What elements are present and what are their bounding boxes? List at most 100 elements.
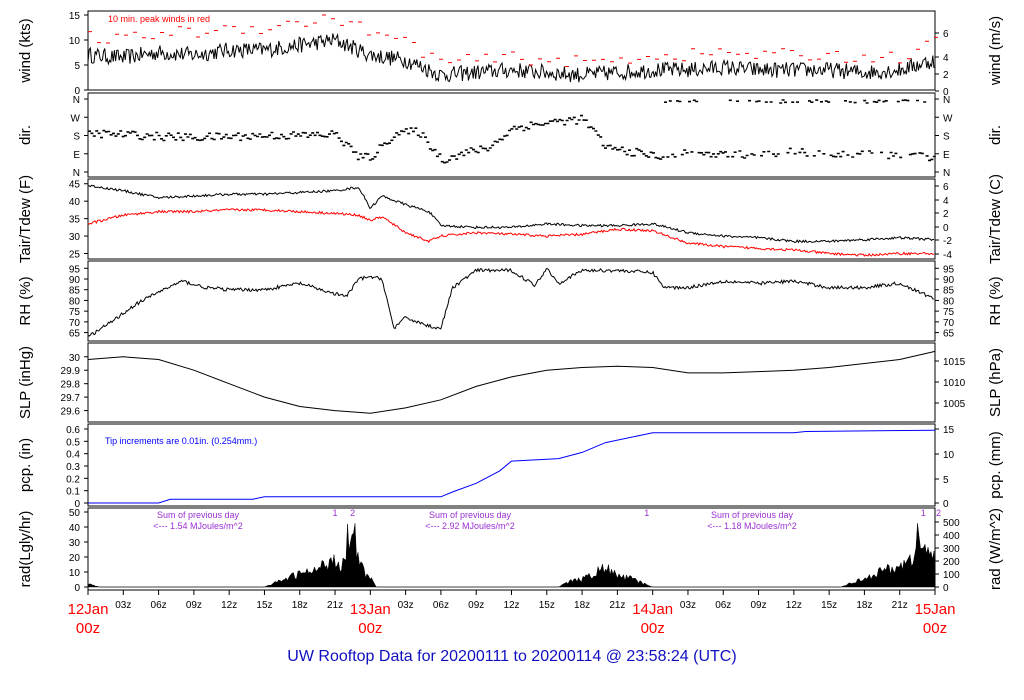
- temperature-tick-label: 25: [69, 250, 81, 261]
- relative_humidity-tick-label: 70: [69, 318, 81, 329]
- radiation-tick-label-right: 500: [943, 518, 960, 529]
- direction-series-dir: [88, 99, 936, 164]
- hour-tick-label: 18z: [292, 600, 308, 611]
- wind-ylabel-right: wind (m/s): [987, 16, 1004, 86]
- precipitation-ylabel-right: pcp. (mm): [987, 431, 1004, 499]
- sea_level_pressure-ylabel-right: SLP (hPa): [987, 348, 1004, 417]
- dir-tick-label-right: E: [943, 150, 950, 161]
- relative_humidity-tick-label-right: 65: [943, 329, 955, 340]
- dir-tick-label: S: [73, 132, 80, 143]
- wind-tick-label-right: 0: [943, 87, 949, 98]
- radiation-sum-line2: <--- 1.54 MJoules/m^2: [153, 521, 243, 531]
- hour-tick-label: 09z: [750, 600, 766, 611]
- relative_humidity-tick-label: 65: [69, 329, 81, 340]
- radiation-peak-marker: 1: [333, 508, 338, 518]
- wind-tick-label-right: 4: [943, 53, 949, 64]
- relative_humidity-tick-label-right: 85: [943, 286, 955, 297]
- direction-ylabel-right: dir.: [987, 125, 1004, 145]
- wind-tick-label: 15: [69, 11, 81, 22]
- dir-tick-label: N: [73, 168, 80, 179]
- dir-tick-label-right: N: [943, 168, 950, 179]
- wind-series-peak: [88, 14, 938, 67]
- radiation-sum-line2: <--- 2.92 MJoules/m^2: [425, 521, 515, 531]
- wind-tick-label: 5: [74, 61, 80, 72]
- temperature-series-Tair: [87, 184, 935, 244]
- hour-tick-label: 18z: [856, 600, 872, 611]
- panel-radiation: rad(Lgly/hr) rad (W/m^2)01020304050010020…: [17, 507, 1004, 594]
- radiation-ylabel-right: rad (W/m^2): [987, 508, 1004, 590]
- radiation-series-radiation: [87, 523, 936, 588]
- direction-ylabel: dir.: [17, 125, 34, 145]
- relative_humidity-ylabel: RH (%): [17, 276, 34, 325]
- relative_humidity-tick-label-right: 75: [943, 307, 955, 318]
- dir-tick-label: E: [73, 150, 80, 161]
- relative_humidity-ylabel-right: RH (%): [987, 276, 1004, 325]
- relative_humidity-tick-label-right: 95: [943, 264, 955, 275]
- wind-tick-label-right: 6: [943, 29, 949, 40]
- temperature-frame: [87, 178, 936, 260]
- radiation-tick-label-right: 100: [943, 570, 960, 581]
- temperature-tick-label: 30: [69, 232, 81, 243]
- panel-wind: wind (kts) wind (m/s) 0 5 10 15 0 2 4 6 10 min. pe…: [17, 10, 1004, 98]
- panel-precipitation: pcp. (in) pcp. (mm)00.10.20.30.40.50.6051…: [17, 423, 1004, 510]
- radiation-tick-label-right: 200: [943, 557, 960, 568]
- time-axis: 03z 06z 09z 12z 15z 18z 21z 03z 06z 09z 12z 15z 18z 2…: [68, 590, 956, 637]
- temperature-series-Tdew: [87, 208, 935, 257]
- wind-ylabel: wind (kts): [17, 18, 34, 83]
- hour-tick-label: 21z: [609, 600, 625, 611]
- temperature-tick-label-right: 2: [943, 209, 949, 220]
- hour-tick-label: 15z: [539, 600, 555, 611]
- temperature-tick-label-right: 4: [943, 196, 949, 207]
- day-date-label: 12Jan: [68, 601, 109, 618]
- precipitation-tick-label: 0.4: [66, 450, 80, 461]
- wind-series-mean: [87, 32, 935, 83]
- sea_level_pressure-tick-label: 30: [69, 353, 81, 364]
- precipitation-tick-label: 0.6: [66, 425, 80, 436]
- radiation-tick-label: 30: [69, 538, 81, 549]
- dir-tick-label-right: N: [943, 95, 950, 106]
- radiation-tick-label: 10: [69, 568, 81, 579]
- panel-sea_level_pressure: SLP (inHg) SLP (hPa) 29.6 29.7 29.8 29.9 30 100…: [17, 342, 1004, 423]
- dir-tick-label: W: [71, 113, 81, 124]
- relative_humidity-tick-label: 85: [69, 286, 81, 297]
- relative_humidity-tick-label-right: 70: [943, 318, 955, 329]
- precipitation-tick-label: 0.2: [66, 474, 80, 485]
- radiation-sum-line2: <--- 1.18 MJoules/m^2: [707, 521, 797, 531]
- sea_level_pressure-ylabel: SLP (inHg): [17, 346, 34, 419]
- sea_level_pressure-frame: [87, 342, 936, 423]
- dir-tick-label-right: S: [943, 132, 950, 143]
- radiation-peak-marker: 1: [644, 508, 649, 518]
- sea_level_pressure-tick-label-right: 1010: [943, 378, 966, 389]
- hour-tick-label: 09z: [186, 600, 202, 611]
- radiation-sum-line1: Sum of previous day: [711, 510, 794, 520]
- precipitation-tick-label-right: 0: [943, 499, 949, 510]
- wind-frame: [87, 10, 936, 91]
- hour-tick-label: 21z: [327, 600, 343, 611]
- temperature-tick-label: 45: [69, 180, 81, 191]
- temperature-ylabel-right: Tair/Tdew (C): [987, 174, 1004, 264]
- hour-tick-label: 06z: [433, 600, 449, 611]
- temperature-tick-label-right: -2: [943, 236, 952, 247]
- radiation-tick-label-right: 400: [943, 531, 960, 542]
- sea_level_pressure-tick-label: 29.6: [61, 407, 81, 418]
- sea_level_pressure-series-SLP: [87, 350, 936, 414]
- dir-tick-label-right: W: [943, 113, 953, 124]
- temperature-tick-label-right: 0: [943, 223, 949, 234]
- hour-tick-label: 15z: [821, 600, 837, 611]
- hour-tick-label: 09z: [468, 600, 484, 611]
- relative_humidity-tick-label: 95: [69, 264, 81, 275]
- sea_level_pressure-tick-label: 29.8: [61, 380, 81, 391]
- radiation-ylabel: rad(Lgly/hr): [17, 511, 34, 588]
- panel-temperature: Tair/Tdew (F) Tair/Tdew (C)2530354045-4-2…: [17, 174, 1004, 264]
- temperature-ylabel: Tair/Tdew (F): [17, 175, 34, 263]
- hour-tick-label: 06z: [151, 600, 167, 611]
- temperature-tick-label-right: 6: [943, 182, 949, 193]
- precipitation-tick-label: 0: [74, 499, 80, 510]
- temperature-tick-label: 35: [69, 215, 81, 226]
- day-date-label: 15Jan: [915, 601, 956, 618]
- hour-tick-label: 12z: [221, 600, 237, 611]
- hour-tick-label: 12z: [786, 600, 802, 611]
- radiation-tick-label-right: 300: [943, 544, 960, 555]
